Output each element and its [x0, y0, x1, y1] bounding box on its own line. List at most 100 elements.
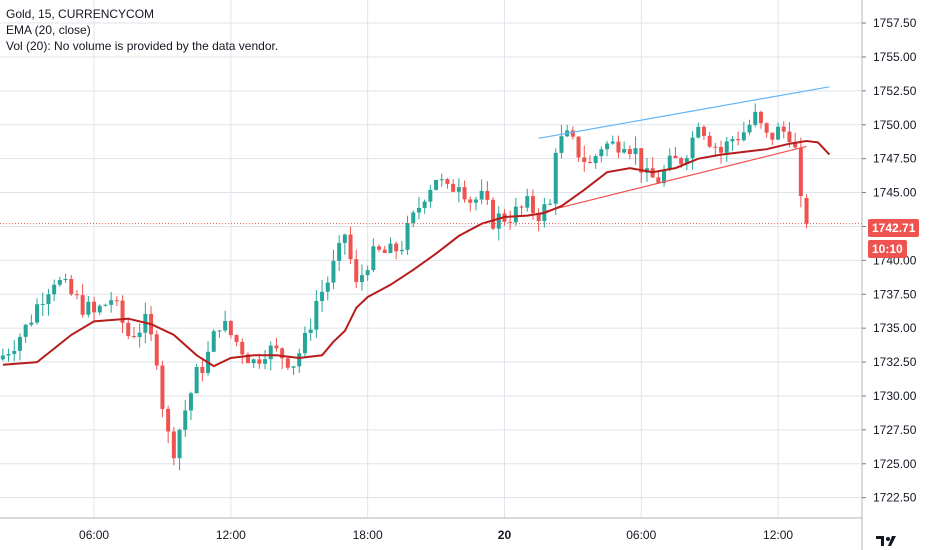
- candle-body: [46, 294, 51, 305]
- candle-body: [74, 294, 79, 296]
- candle-body: [97, 305, 102, 313]
- candle-body: [764, 123, 769, 133]
- price-tick-label: 1747.50: [873, 152, 917, 166]
- candle-body: [348, 234, 353, 260]
- price-tick-label: 1755.00: [873, 50, 917, 64]
- candle-body: [599, 149, 604, 157]
- candle-body: [405, 223, 410, 250]
- candle-body: [781, 126, 786, 132]
- candle-body: [673, 155, 678, 159]
- candle-body: [730, 139, 735, 142]
- candle-body: [388, 243, 393, 253]
- candle-body: [684, 158, 689, 165]
- candle-body: [114, 300, 119, 302]
- price-tick-label: 1745.00: [873, 186, 917, 200]
- candle-body: [485, 190, 490, 200]
- candle-body: [80, 295, 85, 315]
- candle-body: [707, 135, 712, 147]
- candle-body: [337, 242, 342, 261]
- countdown-badge: 10:10: [868, 240, 907, 258]
- candle-body: [131, 336, 136, 338]
- candle-body: [770, 132, 775, 140]
- candle-body: [468, 199, 473, 203]
- candle-body: [359, 275, 364, 283]
- candle-body: [291, 366, 296, 368]
- candle-body: [553, 152, 558, 204]
- candle-body: [6, 354, 11, 356]
- candle-body: [434, 179, 439, 190]
- candle-body: [211, 331, 216, 352]
- candle-body: [342, 234, 347, 243]
- tradingview-logo-icon[interactable]: [874, 534, 904, 548]
- candle-body: [331, 260, 336, 283]
- candle-body: [656, 177, 661, 184]
- candle-body: [120, 300, 125, 323]
- candle-body: [548, 203, 553, 205]
- candle-body: [616, 141, 621, 153]
- candle-body: [365, 270, 370, 276]
- candle-body: [382, 249, 387, 253]
- candle-body: [662, 169, 667, 184]
- candle-body: [394, 243, 399, 252]
- candle-body: [559, 136, 564, 153]
- candle-body: [519, 206, 524, 208]
- candle-body: [285, 358, 290, 368]
- candle-body: [525, 196, 530, 208]
- candle-body: [325, 282, 330, 292]
- candle-body: [679, 158, 684, 165]
- candle-body: [605, 143, 610, 150]
- price-tick-label: 1725.00: [873, 457, 917, 471]
- candle-body: [724, 141, 729, 153]
- chart-legend: Gold, 15, CURRENCYCOM EMA (20, close) Vo…: [6, 6, 278, 54]
- candle-body: [223, 320, 228, 331]
- candle-body: [194, 367, 199, 394]
- candle-body: [12, 350, 17, 355]
- candle-body: [741, 132, 746, 141]
- candle-body: [263, 359, 268, 364]
- candle-body: [627, 149, 632, 155]
- price-tick-label: 1730.00: [873, 389, 917, 403]
- candle-body: [593, 156, 598, 163]
- price-tick-label: 1727.50: [873, 423, 917, 437]
- price-tick-label: 1757.50: [873, 16, 917, 30]
- candle-body: [228, 320, 233, 336]
- candle-body: [308, 329, 313, 333]
- candle-body: [280, 348, 285, 359]
- candle-body: [92, 301, 97, 313]
- candle-body: [530, 196, 535, 214]
- price-tick-label: 1737.50: [873, 287, 917, 301]
- price-tick-label: 1722.50: [873, 491, 917, 505]
- candle-body: [126, 322, 131, 337]
- candle-body: [793, 142, 798, 148]
- candle-body: [23, 324, 28, 337]
- candle-body: [63, 278, 68, 281]
- legend-ema[interactable]: EMA (20, close): [6, 23, 91, 37]
- candle-body: [188, 393, 193, 411]
- legend-symbol[interactable]: Gold, 15, CURRENCYCOM: [6, 7, 155, 21]
- price-tick-label: 1732.50: [873, 355, 917, 369]
- candle-body: [416, 207, 421, 213]
- candle-body: [251, 359, 256, 364]
- candle-body: [451, 183, 456, 192]
- candle-body: [747, 124, 752, 133]
- candle-body: [576, 136, 581, 158]
- candle-body: [354, 259, 359, 283]
- time-tick-label: 06:00: [626, 528, 656, 542]
- time-tick-label: 18:00: [353, 528, 383, 542]
- candle-body: [804, 197, 809, 224]
- candle-body: [69, 278, 74, 295]
- candle-body: [137, 332, 142, 338]
- trendline-lower: [544, 145, 807, 213]
- candle-body: [411, 212, 416, 224]
- candle-body: [719, 146, 724, 153]
- candle-body: [570, 130, 575, 137]
- candle-body: [536, 213, 541, 222]
- candle-body: [154, 334, 159, 366]
- price-tick-label: 1750.00: [873, 118, 917, 132]
- legend-volume[interactable]: Vol (20): No volume is provided by the d…: [6, 39, 279, 53]
- candle-body: [787, 131, 792, 143]
- candle-body: [696, 126, 701, 138]
- candle-body: [445, 179, 450, 184]
